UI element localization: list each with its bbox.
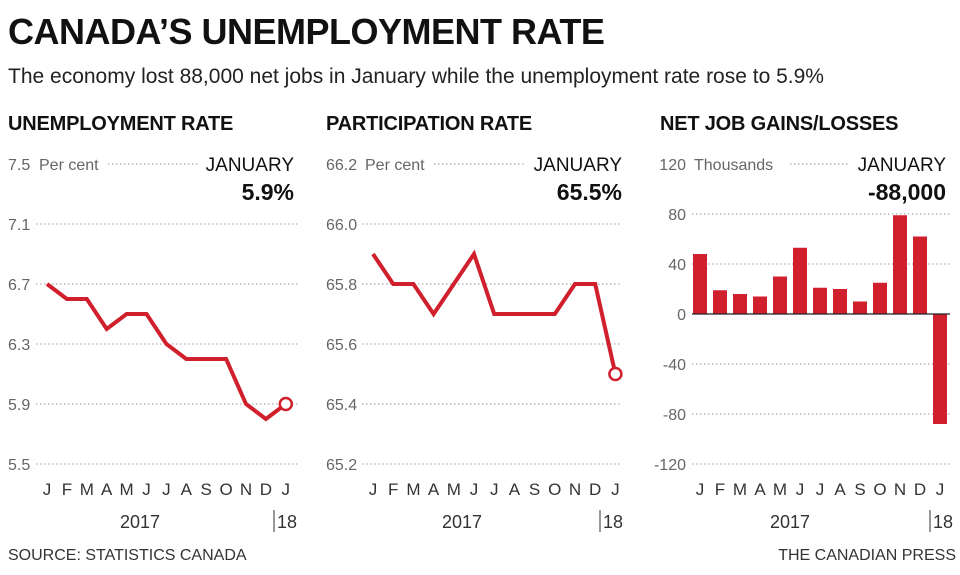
x-tick-label-unemployment: J (282, 480, 291, 499)
panel-title-unemployment: UNEMPLOYMENT RATE (8, 113, 234, 135)
y-tick-label-participation: 66.0 (326, 217, 357, 234)
x-tick-label-participation: M (447, 480, 461, 499)
y-tick-label-job-gains: -80 (663, 407, 686, 424)
x-tick-label-job-gains: A (754, 480, 766, 499)
bar-job-gains (773, 276, 787, 314)
bar-job-gains (733, 294, 747, 314)
x-tick-label-unemployment: N (240, 480, 252, 499)
callout-value-unemployment: 5.9% (242, 179, 294, 205)
data-point-participation (608, 366, 623, 382)
year-label-start-job-gains: 2017 (770, 512, 810, 532)
x-tick-label-participation: M (406, 480, 420, 499)
bar-job-gains (833, 289, 847, 314)
x-tick-label-job-gains: O (873, 480, 886, 499)
x-tick-label-participation: A (509, 480, 521, 499)
bar-job-gains (693, 254, 707, 314)
panel-title-job-gains: NET JOB GAINS/LOSSES (660, 113, 899, 135)
x-tick-label-job-gains: J (816, 480, 825, 499)
y-tick-label-participation: 66.2 (326, 157, 357, 174)
x-tick-label-unemployment: M (120, 480, 134, 499)
x-tick-label-job-gains: M (733, 480, 747, 499)
bar-job-gains (853, 301, 867, 314)
x-tick-label-participation: J (470, 480, 479, 499)
year-label-start-participation: 2017 (442, 512, 482, 532)
y-tick-label-unemployment: 5.9 (8, 397, 30, 414)
bar-job-gains (793, 247, 807, 314)
x-tick-label-job-gains: J (936, 480, 945, 499)
y-tick-label-participation: 65.8 (326, 277, 357, 294)
x-tick-label-unemployment: J (142, 480, 151, 499)
unit-label-job-gains: Thousands (694, 157, 773, 174)
chart-title: CANADA’S UNEMPLOYMENT RATE (8, 11, 605, 52)
chart-subtitle: The economy lost 88,000 net jobs in Janu… (8, 65, 824, 88)
x-tick-label-unemployment: M (80, 480, 94, 499)
y-tick-label-job-gains: -120 (654, 457, 686, 474)
x-tick-label-participation: O (548, 480, 561, 499)
y-tick-label-job-gains: 120 (659, 157, 686, 174)
y-tick-label-unemployment: 5.5 (8, 457, 30, 474)
x-tick-label-job-gains: D (914, 480, 926, 499)
year-label-end-job-gains: 18 (933, 512, 953, 532)
year-label-end-unemployment: 18 (277, 512, 297, 532)
callout-value-job-gains: -88,000 (868, 179, 946, 205)
bar-job-gains (813, 287, 827, 314)
y-tick-label-unemployment: 7.5 (8, 157, 30, 174)
x-tick-label-unemployment: S (201, 480, 212, 499)
panel-title-participation: PARTICIPATION RATE (326, 113, 533, 135)
y-tick-label-participation: 65.6 (326, 337, 357, 354)
y-tick-label-job-gains: 40 (668, 257, 686, 274)
x-tick-label-participation: S (529, 480, 540, 499)
year-label-end-participation: 18 (603, 512, 623, 532)
x-tick-label-participation: J (611, 480, 620, 499)
x-tick-label-unemployment: J (43, 480, 52, 499)
x-tick-label-participation: D (589, 480, 601, 499)
series-line-unemployment (45, 282, 288, 422)
source-note: SOURCE: STATISTICS CANADA (8, 547, 247, 564)
x-tick-label-job-gains: A (834, 480, 846, 499)
x-tick-label-unemployment: F (62, 480, 72, 499)
x-tick-label-participation: J (369, 480, 378, 499)
callout-label-unemployment: JANUARY (206, 155, 295, 176)
bar-job-gains (873, 282, 887, 314)
credit-note: THE CANADIAN PRESS (778, 547, 956, 564)
x-tick-label-job-gains: F (715, 480, 725, 499)
x-tick-label-unemployment: A (101, 480, 113, 499)
x-tick-label-unemployment: D (260, 480, 272, 499)
x-tick-label-unemployment: J (162, 480, 171, 499)
x-tick-label-unemployment: A (181, 480, 193, 499)
x-tick-label-unemployment: O (219, 480, 232, 499)
y-tick-label-job-gains: 80 (668, 207, 686, 224)
y-tick-label-unemployment: 7.1 (8, 217, 30, 234)
x-tick-label-participation: J (490, 480, 499, 499)
x-tick-label-job-gains: M (773, 480, 787, 499)
callout-label-participation: JANUARY (534, 155, 623, 176)
y-tick-label-unemployment: 6.7 (8, 277, 30, 294)
callout-value-participation: 65.5% (557, 179, 622, 205)
y-tick-label-job-gains: -40 (663, 357, 686, 374)
x-tick-label-job-gains: J (696, 480, 705, 499)
x-tick-label-job-gains: N (894, 480, 906, 499)
bar-job-gains (893, 215, 907, 314)
y-tick-label-participation: 65.4 (326, 397, 357, 414)
y-tick-label-participation: 65.2 (326, 457, 357, 474)
x-tick-label-job-gains: S (854, 480, 865, 499)
bar-job-gains (913, 236, 927, 314)
bar-job-gains (933, 314, 947, 424)
bar-job-gains (713, 290, 727, 314)
x-tick-label-job-gains: J (796, 480, 805, 499)
x-tick-label-participation: A (428, 480, 440, 499)
data-point-unemployment (278, 396, 294, 412)
callout-label-job-gains: JANUARY (858, 155, 947, 176)
year-label-start-unemployment: 2017 (120, 512, 160, 532)
y-tick-label-job-gains: 0 (677, 307, 686, 324)
bar-job-gains (753, 296, 767, 314)
unit-label-participation: Per cent (365, 157, 425, 174)
unit-label-unemployment: Per cent (39, 157, 99, 174)
x-tick-label-participation: N (569, 480, 581, 499)
x-tick-label-participation: F (388, 480, 398, 499)
y-tick-label-unemployment: 6.3 (8, 337, 30, 354)
